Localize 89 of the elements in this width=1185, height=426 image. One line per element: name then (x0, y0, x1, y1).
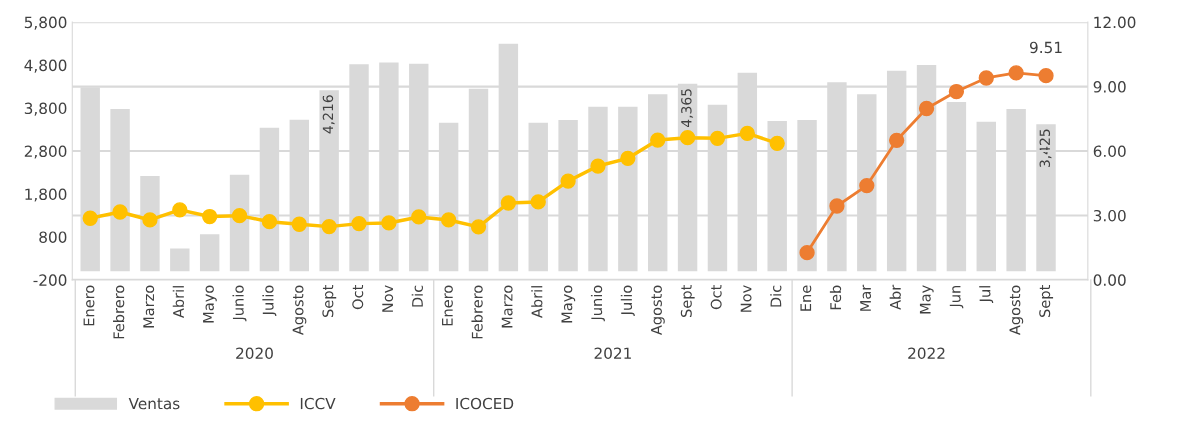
y2-tick-label: 6.00 (1093, 145, 1126, 158)
bar (199, 234, 220, 272)
point (829, 198, 845, 214)
y-tick-label: 2,800 (24, 145, 67, 159)
data-label: 9.51 (1029, 41, 1062, 54)
x-tick-label: Ene (800, 285, 812, 311)
point (650, 132, 666, 148)
x-tick-label: Oct (710, 285, 722, 310)
point (709, 130, 726, 146)
point (112, 204, 128, 220)
x-tick-label: Enero (83, 285, 95, 326)
x-tick-label: Mar (860, 284, 872, 311)
point (202, 208, 218, 225)
x-tick-label: Abr (889, 284, 901, 310)
point (172, 202, 188, 218)
x-tick-label: Agosto (292, 285, 307, 336)
point (291, 216, 307, 232)
y2-tick-label: 12.00 (1094, 16, 1136, 29)
x-tick-label: Oct (352, 285, 364, 310)
point (351, 215, 367, 232)
y-tick-label: 5,800 (24, 16, 67, 30)
point (859, 177, 875, 194)
point (500, 195, 517, 211)
point (440, 212, 457, 228)
y-tick-label: -200 (33, 274, 67, 286)
x-tick-label: Mayo (561, 285, 576, 323)
point (411, 209, 427, 225)
x-tick-label: Abril (172, 286, 185, 318)
point (381, 215, 397, 231)
x-tick-label: Agosto (1009, 285, 1024, 336)
data-label: 4,216 (322, 95, 335, 134)
point (1038, 67, 1054, 84)
x-tick-label: Feb (829, 285, 842, 310)
x-tick-label: Sept (680, 285, 695, 317)
point (799, 244, 815, 261)
x-tick-label: Nov (740, 285, 752, 312)
point (948, 83, 965, 100)
x-tick-label: Sept (1039, 285, 1054, 317)
point (470, 219, 487, 235)
x-tick-label: Jul (979, 286, 994, 304)
point (889, 132, 905, 148)
point (82, 210, 98, 226)
y-tick-label: 3,800 (24, 102, 67, 116)
x-tick-label: Agosto (651, 285, 665, 336)
x-tick-label: Febrero (471, 285, 483, 339)
y-tick-label: 800 (39, 231, 67, 243)
x-tick-label: Mayo (203, 285, 217, 323)
x-tick-label: Julio (620, 285, 635, 317)
y-tick-label: 1,800 (25, 188, 67, 202)
point (620, 150, 636, 166)
x-tick-label: Marzo (143, 285, 155, 328)
point (321, 218, 337, 235)
point (560, 173, 576, 189)
data-label: 4,365 (681, 89, 694, 128)
x-tick-label: May (919, 285, 934, 314)
point (261, 214, 278, 230)
point (142, 212, 158, 228)
x-tick-label: Nov (382, 285, 394, 312)
text: 2022 (908, 347, 945, 360)
x-tick-label: Junio (590, 285, 605, 322)
y-tick-label: 4,800 (24, 59, 67, 73)
x-tick-label: Dic (411, 285, 423, 307)
point (590, 158, 606, 174)
legend-label: ICOCED (456, 397, 514, 410)
x-tick-label: Marzo (501, 285, 513, 328)
legend-label: Ventas (128, 397, 180, 410)
x-tick-label: Enero (442, 285, 453, 326)
point (769, 135, 785, 151)
x-tick-label: Abril (531, 286, 543, 318)
text: 2021 (594, 347, 631, 360)
x-tick-label: Febrero (113, 285, 125, 339)
x-tick-label: Dic (770, 285, 782, 307)
point (739, 125, 755, 142)
text: 2020 (236, 347, 273, 360)
point (231, 208, 248, 224)
legend-label: ICCV (300, 397, 336, 410)
point (918, 100, 935, 117)
x-tick-label: Sept (322, 285, 337, 317)
y2-tick-label: 9.00 (1093, 81, 1126, 93)
y2-tick-label: 3.00 (1093, 209, 1126, 222)
point (530, 194, 546, 210)
point (679, 130, 696, 146)
x-tick-label: Jun (949, 285, 964, 309)
x-tick-label: Junio (232, 285, 247, 322)
bar (170, 248, 190, 272)
point (978, 70, 994, 86)
point (1008, 65, 1024, 81)
x-tick-label: Julio (262, 285, 277, 317)
y2-tick-label: 0.00 (1093, 274, 1126, 286)
